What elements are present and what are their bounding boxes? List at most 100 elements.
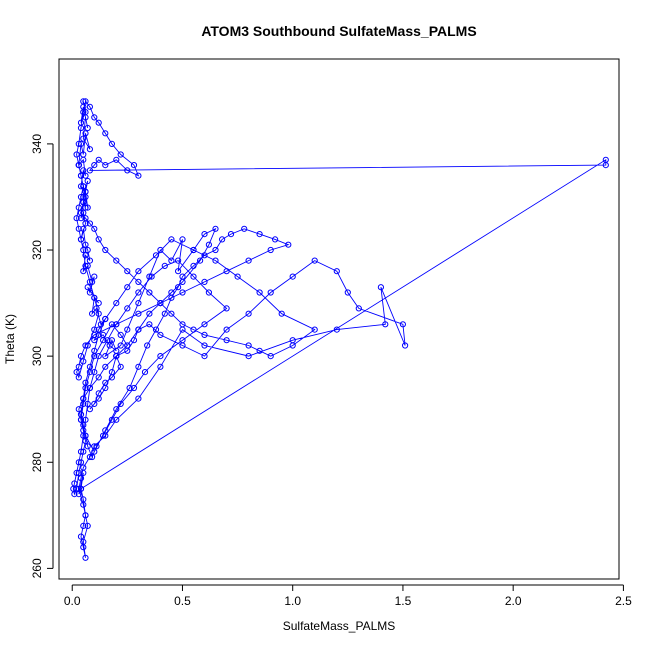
data-point	[219, 236, 226, 243]
data-point	[91, 225, 98, 232]
data-point	[256, 231, 263, 238]
data-point	[190, 246, 197, 254]
data-point	[124, 326, 131, 333]
data-point	[113, 156, 120, 163]
data-point	[86, 220, 94, 227]
data-point	[267, 289, 274, 296]
data-point	[95, 331, 102, 338]
data-point	[77, 485, 85, 492]
y-tick-label: 280	[30, 452, 44, 472]
data-point	[245, 257, 252, 264]
data-point	[84, 262, 91, 269]
data-point	[77, 236, 85, 243]
data-point	[75, 140, 82, 147]
data-point	[82, 432, 89, 439]
data-point	[91, 353, 98, 360]
data-point	[135, 326, 142, 333]
data-point	[135, 300, 142, 307]
data-point	[91, 448, 98, 455]
x-tick-label: 1.5	[395, 594, 412, 608]
data-point	[135, 363, 142, 370]
data-point	[113, 321, 120, 328]
data-point	[113, 300, 120, 307]
data-point	[82, 342, 89, 349]
data-point	[86, 406, 94, 413]
data-point	[102, 353, 109, 360]
data-point	[91, 369, 98, 376]
data-point	[86, 369, 94, 376]
data-point	[77, 475, 85, 482]
data-point	[82, 215, 89, 222]
data-point	[84, 177, 91, 185]
data-point	[124, 305, 131, 312]
data-point	[602, 162, 609, 169]
data-point	[201, 342, 208, 349]
data-point	[80, 469, 87, 476]
data-point	[80, 448, 87, 455]
data-point	[157, 353, 164, 360]
x-tick-label: 0.5	[174, 594, 191, 608]
data-point	[267, 353, 274, 360]
data-point	[168, 310, 175, 317]
data-point	[227, 231, 235, 238]
data-point	[146, 310, 153, 317]
data-point	[135, 310, 142, 317]
data-point	[278, 310, 285, 317]
data-point	[91, 162, 98, 169]
data-point	[179, 337, 186, 344]
data-point	[157, 246, 164, 254]
x-tick-label: 2.0	[505, 594, 522, 608]
data-point	[73, 369, 80, 376]
x-axis-label: SulfateMass_PALMS	[283, 619, 396, 633]
plot-frame	[58, 58, 620, 580]
data-point	[175, 257, 182, 264]
data-point	[201, 252, 208, 259]
data-point	[93, 443, 100, 450]
data-point	[86, 103, 94, 110]
data-point	[82, 130, 89, 137]
data-point	[124, 342, 131, 349]
data-point	[95, 353, 102, 360]
data-point	[157, 300, 164, 307]
data-point	[77, 193, 85, 201]
data-point	[75, 459, 82, 466]
data-point	[135, 278, 142, 285]
data-point	[399, 321, 406, 328]
data-point	[86, 289, 94, 296]
data-point	[82, 241, 89, 248]
data-point	[267, 246, 274, 254]
data-point	[113, 406, 120, 413]
data-point	[102, 246, 109, 254]
data-point	[234, 273, 241, 280]
data-point	[82, 114, 89, 121]
data-point	[77, 172, 85, 179]
data-point	[75, 469, 82, 476]
data-point	[71, 491, 78, 498]
data-point	[102, 130, 109, 137]
x-tick-label: 1.0	[284, 594, 301, 608]
data-point	[179, 321, 186, 328]
data-point	[77, 416, 85, 423]
y-axis: 260 280 300 320 340	[30, 134, 54, 578]
data-point	[289, 273, 296, 280]
data-point	[256, 289, 263, 296]
data-point	[223, 326, 230, 333]
data-point	[144, 342, 151, 349]
data-point	[135, 395, 142, 402]
data-point	[190, 326, 197, 333]
data-point	[108, 321, 116, 328]
data-point	[130, 384, 138, 392]
data-point	[311, 326, 318, 333]
data-point	[80, 135, 87, 142]
data-point	[135, 268, 142, 275]
data-point	[80, 109, 87, 116]
data-point	[100, 337, 107, 344]
data-point	[80, 522, 87, 530]
data-point	[77, 209, 85, 216]
data-point	[102, 427, 109, 434]
data-point	[80, 400, 87, 407]
data-point	[95, 119, 102, 126]
data-point	[179, 289, 186, 296]
data-point	[212, 257, 219, 264]
data-point	[382, 321, 389, 328]
